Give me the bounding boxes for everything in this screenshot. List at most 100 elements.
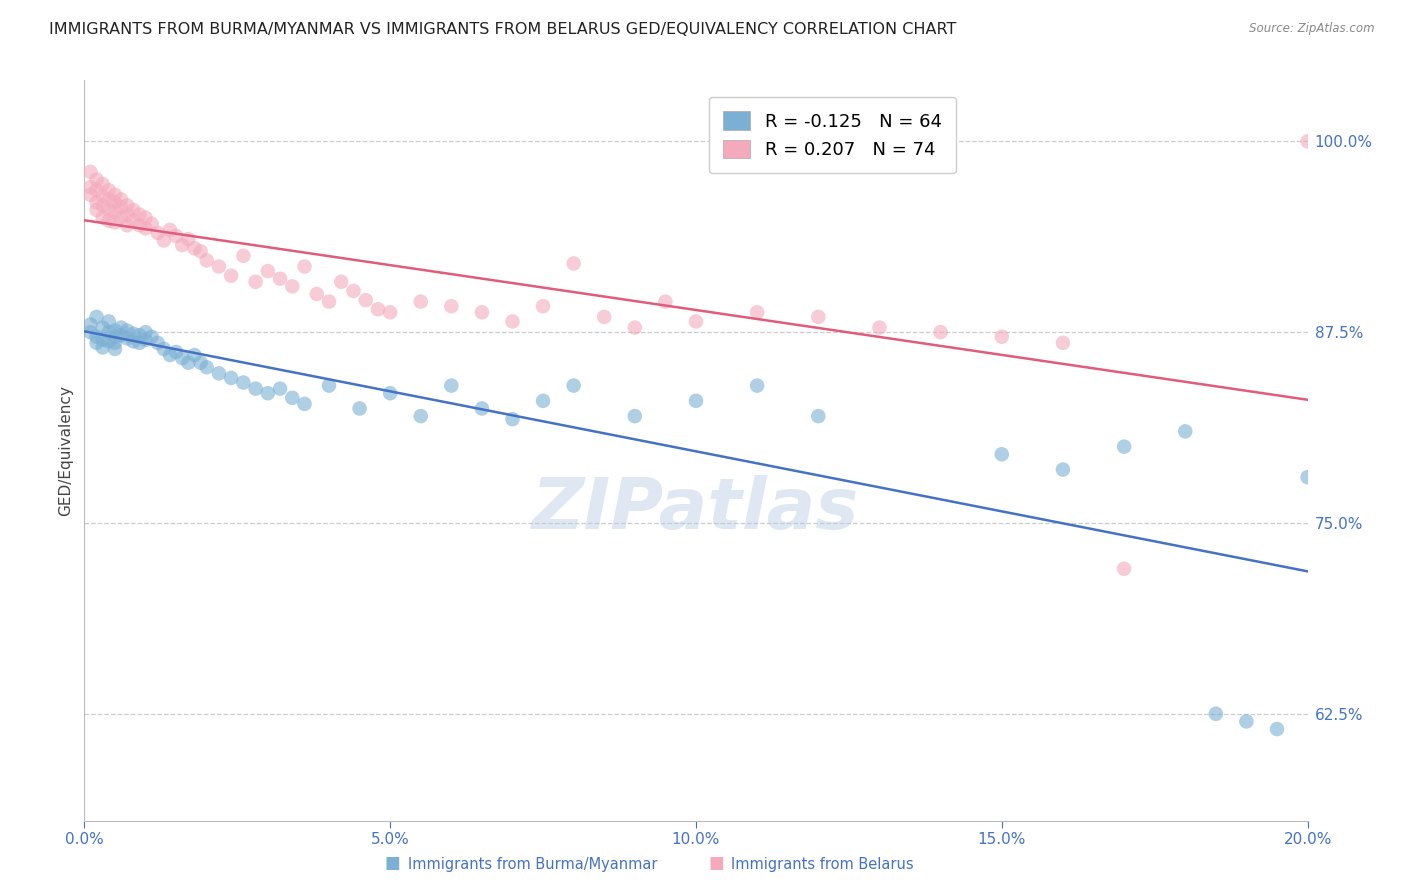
Point (110, 192, 132, 206)
Text: ■: ■ (385, 855, 401, 872)
Point (440, 299, 463, 313)
Point (190, 244, 212, 259)
Point (91, 320, 114, 334)
Text: Immigrants from Belarus: Immigrants from Belarus (731, 857, 914, 872)
Point (128, 328, 150, 343)
Point (135, 221, 157, 235)
Text: Source: ZipAtlas.com: Source: ZipAtlas.com (1250, 22, 1375, 36)
Point (135, 333, 157, 347)
Point (195, 360, 218, 375)
Point (135, 325, 157, 339)
Legend: R = -0.125   N = 64, R = 0.207   N = 74: R = -0.125 N = 64, R = 0.207 N = 74 (709, 96, 956, 173)
Point (624, 320, 647, 334)
Point (172, 351, 194, 365)
Point (219, 268, 242, 283)
Point (593, 310, 616, 324)
Point (380, 386, 402, 401)
Point (104, 195, 127, 210)
Point (115, 198, 138, 212)
Point (991, 330, 1014, 344)
Point (110, 320, 132, 334)
Point (245, 382, 267, 396)
Point (807, 310, 830, 324)
Point (104, 342, 127, 356)
Point (531, 299, 554, 313)
Point (110, 200, 132, 214)
Point (122, 326, 145, 341)
Point (146, 226, 169, 240)
Point (97, 314, 120, 328)
Point (991, 447, 1014, 461)
Point (86, 172, 108, 186)
Point (91, 189, 114, 203)
Point (409, 409, 432, 423)
Point (929, 325, 952, 339)
Point (624, 409, 647, 423)
Point (104, 335, 127, 350)
Point (159, 223, 181, 237)
Text: ZIPatlas: ZIPatlas (533, 475, 859, 544)
Point (685, 393, 707, 408)
Point (177, 232, 200, 246)
Point (1052, 462, 1074, 476)
Point (97, 202, 120, 217)
Point (807, 409, 830, 423)
Y-axis label: GED/Equivalency: GED/Equivalency (58, 385, 73, 516)
Point (1114, 440, 1136, 454)
Point (110, 211, 132, 225)
Point (115, 219, 138, 233)
Point (1296, 134, 1319, 148)
Point (318, 378, 340, 392)
Point (122, 334, 145, 349)
Point (153, 234, 176, 248)
Point (122, 202, 145, 217)
Point (305, 287, 328, 301)
Point (269, 271, 291, 285)
Point (349, 401, 371, 416)
Point (232, 376, 254, 390)
Point (115, 331, 138, 345)
Point (562, 256, 585, 270)
Text: Immigrants from Burma/Myanmar: Immigrants from Burma/Myanmar (408, 857, 657, 872)
Point (1114, 562, 1136, 576)
Point (245, 275, 267, 289)
Point (269, 382, 291, 396)
Point (685, 314, 707, 328)
Point (79, 187, 101, 202)
Point (330, 275, 353, 289)
Point (128, 219, 150, 233)
Point (1236, 714, 1258, 729)
Point (135, 211, 157, 225)
Point (79, 318, 101, 332)
Point (1205, 706, 1227, 721)
Point (208, 367, 231, 381)
Point (122, 213, 145, 227)
Point (97, 213, 120, 227)
Point (281, 279, 304, 293)
Point (177, 356, 200, 370)
Point (104, 187, 127, 202)
Point (183, 241, 205, 255)
Point (502, 412, 524, 426)
Point (79, 180, 101, 194)
Point (562, 378, 585, 392)
Point (294, 260, 316, 274)
Point (104, 330, 127, 344)
Point (91, 340, 114, 354)
Text: IMMIGRANTS FROM BURMA/MYANMAR VS IMMIGRANTS FROM BELARUS GED/EQUIVALENCY CORRELA: IMMIGRANTS FROM BURMA/MYANMAR VS IMMIGRA… (49, 22, 956, 37)
Point (257, 386, 280, 401)
Point (232, 249, 254, 263)
Point (153, 342, 176, 356)
Point (141, 217, 163, 231)
Point (86, 335, 108, 350)
Point (91, 177, 114, 191)
Point (115, 208, 138, 222)
Point (409, 294, 432, 309)
Point (86, 330, 108, 344)
Point (354, 293, 377, 307)
Point (86, 195, 108, 210)
Point (747, 305, 769, 319)
Point (115, 324, 138, 338)
Point (367, 302, 389, 317)
Point (257, 264, 280, 278)
